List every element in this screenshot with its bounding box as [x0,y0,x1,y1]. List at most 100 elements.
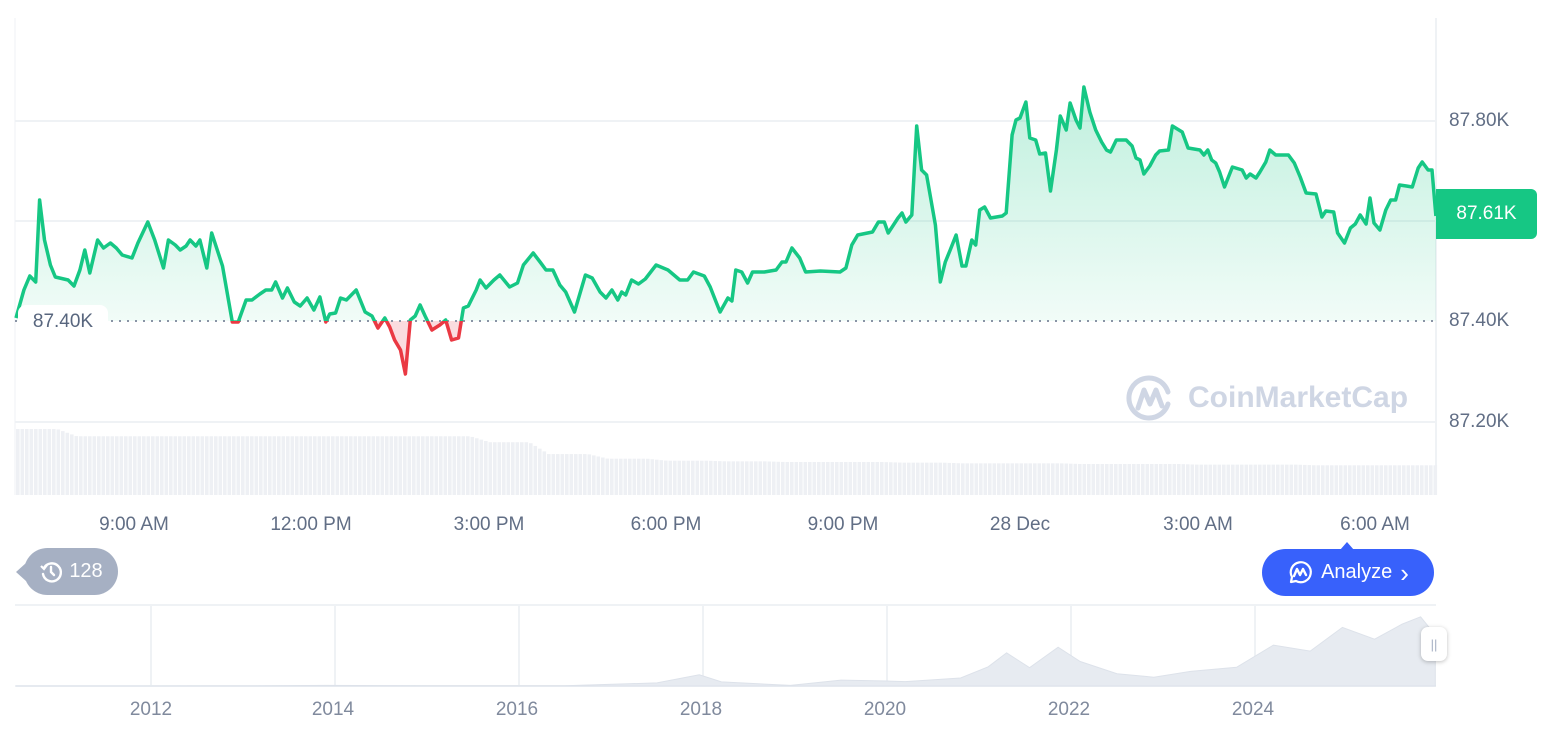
price-point [887,232,889,234]
volume-bar [349,436,353,495]
volume-bar [812,462,817,495]
volume-bar [169,436,173,495]
volume-bar [767,461,772,495]
volume-bar [799,462,803,495]
price-point [39,199,41,201]
volume-bar [880,462,884,495]
volume-bar [844,462,848,495]
volume-bar [875,462,880,495]
price-point [1149,165,1151,167]
navigator-handle[interactable]: || [1421,627,1447,661]
price-point [1390,199,1392,201]
price-point [1231,166,1233,168]
volume-bar [943,462,947,495]
price-point [109,242,111,244]
price-point [644,278,646,280]
price-point [154,239,156,241]
price-point [493,279,495,281]
price-point [1011,134,1013,136]
history-icon [40,561,63,583]
price-point [131,257,133,259]
price-point [839,271,841,273]
price-point [97,239,99,241]
price-point [1427,169,1429,171]
volume-bar [133,436,137,495]
volume-bar [439,436,443,495]
volume-bar [1348,465,1352,495]
price-point [121,254,123,256]
price-point [1155,154,1157,156]
volume-bar [479,439,484,495]
volume-bar [1037,463,1042,495]
price-point [1203,154,1205,156]
current-price-badge: 87.61K [1436,189,1537,239]
volume-bars [16,429,1438,495]
volume-bar [551,454,556,495]
volume-bar [101,436,106,495]
x-tick-label: 9:00 AM [99,514,169,535]
price-point [174,244,176,246]
volume-bar [1253,464,1258,495]
volume-bar [187,436,191,495]
price-point [251,299,253,301]
volume-bar [304,436,308,495]
price-point [458,337,460,339]
volume-bar [776,461,781,495]
price-point [1025,101,1027,103]
analyze-button[interactable]: Analyze › [1262,542,1434,596]
price-point [1315,193,1317,195]
volume-bar [308,436,313,495]
volume-bar [227,436,232,495]
volume-bar [1001,463,1006,495]
volume-bar [826,462,830,495]
price-point [1259,171,1261,173]
volume-bar [907,462,911,495]
volume-bar [1195,464,1199,495]
volume-bar [902,462,907,495]
price-point [399,349,401,351]
volume-bar [1069,463,1073,495]
price-point [979,209,981,211]
volume-bar [389,436,394,495]
volume-bar [317,436,322,495]
volume-bar [713,460,718,495]
price-point [989,217,991,219]
price-point [961,265,963,267]
volume-bar [497,442,502,495]
volume-bar [659,460,664,495]
price-point [1269,149,1271,151]
price-point [1079,127,1081,129]
volume-bar [340,436,344,495]
volume-bar [1316,465,1321,495]
volume-bar [1208,464,1213,495]
price-point [237,321,239,323]
volume-bar [1073,463,1078,495]
volume-bar [1181,464,1186,495]
volume-bar [871,462,875,495]
volume-bar [466,436,470,495]
price-point [1159,150,1161,152]
volume-bar [1190,464,1195,495]
watermark-text: CoinMarketCap [1188,381,1409,414]
price-point [1019,117,1021,119]
volume-bar [1357,465,1361,495]
price-point [1109,151,1111,153]
price-point [883,221,885,223]
volume-bar [151,436,155,495]
volume-bar [322,436,326,495]
price-point [1349,227,1351,229]
volume-bar [272,436,277,495]
price-point [189,239,191,241]
volume-bar [65,432,70,495]
price-point [1106,149,1108,151]
volume-bar [974,463,979,495]
price-point [1365,223,1367,225]
volume-bar [857,462,862,495]
volume-bar [920,462,925,495]
volume-bar [772,461,776,495]
history-badge[interactable]: 128 [16,548,118,595]
price-point [741,271,743,273]
volume-bar [1172,463,1177,495]
price-point [167,239,169,241]
